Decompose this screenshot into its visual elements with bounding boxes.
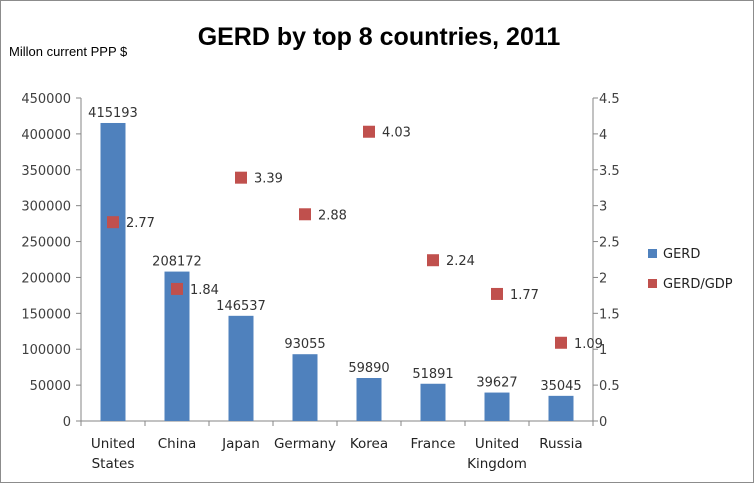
point-value-label: 2.77 [126, 216, 155, 231]
point-value-label: 1.84 [190, 283, 219, 298]
gerd-gdp-point [171, 282, 183, 295]
point-value-label: 1.09 [574, 337, 603, 352]
point-value-label: 2.88 [318, 208, 347, 223]
x-tick-label: Germany [274, 436, 336, 452]
y-tick-label: 450000 [21, 92, 71, 107]
y-tick-label: 100000 [21, 343, 71, 358]
x-tick-label: France [411, 436, 456, 452]
y-tick-label: 300000 [21, 200, 71, 215]
axes: 0 50000 100000 150000 200000 250000 300000 3500… [21, 92, 619, 472]
y-tick-label: 250000 [21, 236, 71, 251]
bar-value-label: 39627 [476, 376, 517, 391]
bar-value-label: 35045 [540, 379, 581, 394]
y2-tick-label: 4 [599, 128, 607, 143]
y2-tick-label: 2 [599, 271, 607, 286]
y2-tick-label: 3.5 [599, 164, 620, 179]
bar [100, 122, 126, 421]
y2-tick-label: 3 [599, 200, 607, 215]
y2-tick-label: 2.5 [599, 236, 620, 251]
bar [484, 392, 510, 421]
x-tick-label: Russia [539, 436, 582, 452]
point-value-label: 1.77 [510, 288, 539, 303]
y2-tick-label: 0 [599, 415, 607, 430]
legend-swatch-gerd-gdp [648, 279, 657, 288]
bar-value-label: 59890 [348, 361, 389, 376]
bar-value-label: 93055 [284, 337, 325, 352]
y-tick-label: 150000 [21, 307, 71, 322]
x-tick-label: China [158, 436, 197, 452]
y2-tick-label: 1.5 [599, 307, 620, 322]
y-axis-label: Millon current PPP $ [9, 44, 128, 59]
point-series [107, 125, 567, 349]
y-tick-label: 50000 [30, 379, 71, 394]
x-tick-label: United States [91, 436, 135, 472]
gerd-gdp-point [235, 171, 247, 184]
legend: GERD GERD/GDP [648, 247, 733, 292]
bar-series [100, 122, 574, 421]
y-tick-label: 350000 [21, 164, 71, 179]
bar [420, 383, 446, 421]
x-tick-label: Japan [221, 436, 260, 452]
gerd-gdp-point [363, 125, 375, 138]
bar-value-label: 146537 [216, 299, 266, 314]
x-tick-label: Korea [350, 436, 388, 452]
y-tick-label: 200000 [21, 271, 71, 286]
y2-tick-label: 0.5 [599, 379, 620, 394]
legend-label-gerd: GERD [663, 247, 700, 262]
chart-title: GERD by top 8 countries, 2011 [198, 23, 561, 51]
gerd-gdp-point [107, 216, 119, 229]
legend-label-gerd-gdp: GERD/GDP [663, 277, 733, 292]
bar [292, 354, 318, 421]
point-value-label: 4.03 [382, 126, 411, 141]
legend-swatch-gerd [648, 249, 657, 258]
y-tick-label: 0 [63, 415, 71, 430]
gerd-gdp-point [299, 208, 311, 221]
y2-tick-label: 4.5 [599, 92, 620, 107]
bar [228, 315, 254, 421]
point-value-label: 2.24 [446, 254, 475, 269]
y-tick-label: 400000 [21, 128, 71, 143]
bar [356, 378, 382, 421]
y2-tick-label: 1 [599, 343, 607, 358]
bar [164, 271, 190, 421]
x-tick-label: United Kingdom [467, 436, 527, 472]
bar-value-label: 415193 [88, 106, 138, 121]
point-value-label: 3.39 [254, 172, 283, 187]
data-labels: 415193 208172 146537 93055 59890 51891 39627 35… [88, 106, 603, 394]
bar-value-label: 208172 [152, 255, 202, 270]
bar-value-label: 51891 [412, 367, 453, 382]
bar [548, 395, 574, 421]
gerd-gdp-point [491, 287, 503, 300]
gerd-gdp-point [427, 254, 439, 267]
gerd-gdp-point [555, 336, 567, 349]
